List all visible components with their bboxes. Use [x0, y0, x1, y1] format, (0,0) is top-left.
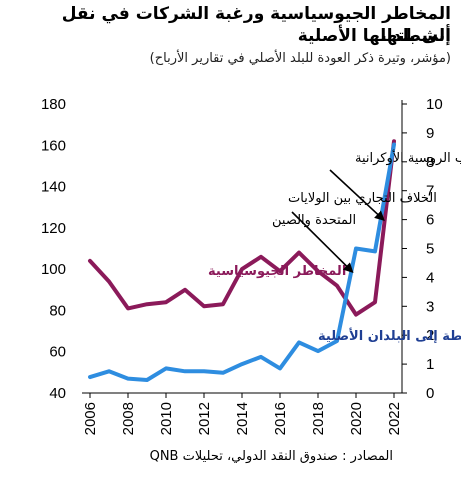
annotation-russia-ukraine: الحرب الروسية الأوكرانية	[355, 149, 461, 166]
left-axis-tick-label: 180	[41, 96, 66, 113]
right-axis-tick-label: 2	[426, 327, 434, 344]
chart-source: المصادر : صندوق النقد الدولي، تحليلات QN…	[149, 449, 393, 464]
x-axis-tick-label: 2020	[348, 402, 365, 435]
x-axis-tick-label: 2008	[120, 402, 137, 435]
annotation-trade-war-line1: الخلاف التجاري بين الولايات	[288, 191, 437, 206]
right-axis-tick-label: 5	[426, 241, 434, 258]
left-axis-tick-label: 100	[41, 261, 66, 278]
right-axis-tick-label: 4	[426, 269, 434, 286]
series-line-0	[88, 139, 396, 317]
chart-series: المخاطر الجيوسياسية الرغبة في نقل الأنشطة…	[88, 139, 461, 382]
right-axis-tick-label: 9	[426, 125, 434, 142]
right-axis-tick-label: 0	[426, 385, 434, 402]
right-axis-tick-label: 7	[426, 183, 434, 200]
right-axis-tick-label: 3	[426, 298, 434, 315]
x-axis-tick-label: 2022	[386, 402, 403, 435]
annotation-arrow-russia-ukraine	[329, 169, 385, 221]
left-axis-tick-label: 120	[41, 220, 66, 237]
chart-annotations: الحرب الروسية الأوكرانية الخلاف التجاري ب…	[272, 149, 461, 274]
left-axis-tick-label: 40	[49, 385, 66, 402]
left-axis-tick-label: 160	[41, 137, 66, 154]
right-axis-tick-label: 8	[426, 154, 434, 171]
x-axis-tick-label: 2006	[82, 402, 99, 435]
right-axis-tick-label: 10	[426, 96, 443, 113]
annotation-arrow-trade-war	[291, 211, 354, 274]
annotation-trade-war-line2: المتحدة والصين	[272, 213, 356, 228]
chart-axes: 40 60 80 100 120 140 160 180 0 1 2 3 4 5 6 7 8 9 10 2006 200…	[41, 96, 443, 435]
series-label-geopolitical: المخاطر الجيوسياسية	[208, 264, 346, 279]
x-axis-tick-label: 2014	[234, 402, 251, 435]
x-axis-tick-label: 2018	[310, 402, 327, 435]
chart-title-line1: المخاطر الجيوسياسية ورغبة الشركات في نقل…	[61, 4, 451, 46]
x-axis-tick-label: 2012	[196, 402, 213, 435]
series-label-reshoring: الرغبة في نقل الأنشطة إلى البلدان الأصلي…	[318, 327, 461, 344]
chart-title-line2: إلى بلدانها الأصلية	[297, 26, 451, 46]
right-axis-tick-label: 1	[426, 356, 434, 373]
series-line-1	[88, 142, 396, 382]
left-axis-tick-label: 60	[49, 344, 66, 361]
x-axis-tick-label: 2010	[158, 402, 175, 435]
left-axis-tick-label: 80	[49, 302, 66, 319]
x-axis-tick-label: 2016	[272, 402, 289, 435]
chart-subtitle: (مؤشر، وتيرة ذكر العودة للبلد الأصلي في …	[149, 51, 451, 66]
left-axis-tick-label: 140	[41, 179, 66, 196]
right-axis-tick-label: 6	[426, 212, 434, 229]
